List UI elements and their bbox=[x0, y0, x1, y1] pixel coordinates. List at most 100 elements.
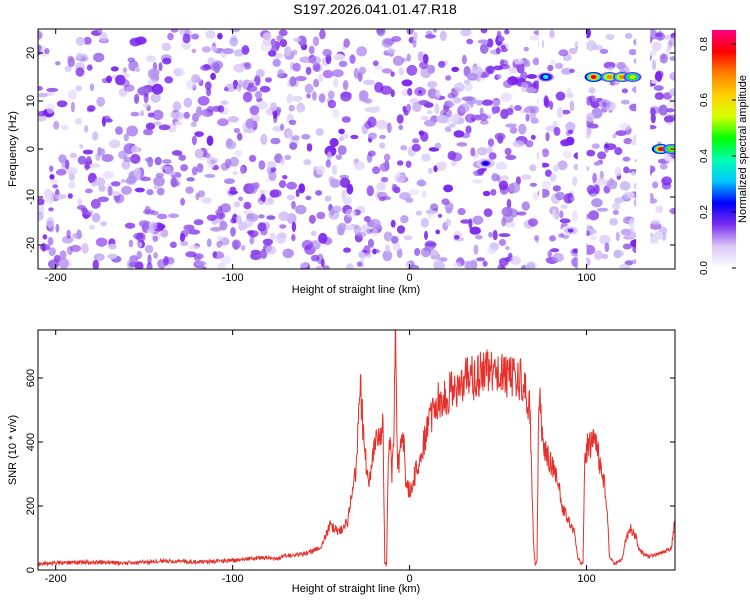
spectrogram-cell bbox=[650, 107, 656, 117]
spectrogram-cell bbox=[406, 103, 412, 113]
spectrogram-cell bbox=[266, 215, 276, 220]
spectrogram-cell bbox=[558, 49, 569, 57]
spectrogram-cell bbox=[310, 230, 317, 237]
spectrogram-cell bbox=[126, 175, 137, 184]
spectrogram-cell bbox=[390, 219, 396, 228]
spectrogram-cell bbox=[114, 193, 125, 204]
spectrogram-cell bbox=[383, 231, 393, 242]
spectrogram-cell bbox=[472, 215, 484, 225]
spectrogram-cell bbox=[547, 250, 552, 258]
spectrogram-cell bbox=[341, 116, 351, 123]
y-tick-label: 0 bbox=[25, 567, 37, 573]
spectrogram-cell bbox=[205, 30, 216, 39]
spectrogram-cell bbox=[382, 250, 393, 262]
spectrogram-hotspot bbox=[590, 75, 597, 79]
y-tick-label: 20 bbox=[25, 47, 37, 59]
spectrogram-cell bbox=[659, 163, 668, 170]
spectrogram-cell bbox=[509, 256, 522, 265]
spectrogram-cell bbox=[186, 177, 195, 182]
spectrogram-cell bbox=[616, 61, 626, 70]
spectrogram-cell bbox=[445, 218, 452, 227]
spectrogram-cell bbox=[420, 67, 432, 79]
spectrogram-cell bbox=[87, 105, 96, 112]
spectrogram-cell bbox=[64, 159, 70, 170]
spectrogram-cell bbox=[614, 166, 622, 177]
spectrogram-cell bbox=[233, 201, 241, 208]
spectrogram-cell bbox=[282, 248, 294, 259]
spectrogram-cell bbox=[391, 36, 402, 42]
spectrogram-cell bbox=[169, 241, 177, 249]
spectrogram-cell bbox=[416, 179, 427, 187]
spectrogram-cell bbox=[279, 224, 287, 229]
spectrogram-cell bbox=[216, 235, 224, 241]
spectrogram-cell bbox=[66, 167, 78, 175]
spectrogram-cell bbox=[437, 213, 443, 218]
spectrogram-cell bbox=[433, 259, 444, 269]
spectrogram-cell bbox=[144, 244, 154, 254]
spectrogram-cell bbox=[193, 254, 202, 262]
spectrogram-cell bbox=[160, 228, 169, 238]
spectrogram-cell bbox=[550, 59, 556, 66]
spectrogram-cell bbox=[241, 45, 250, 55]
spectrogram-cell bbox=[138, 220, 151, 228]
spectrogram-cell bbox=[95, 237, 108, 247]
spectrogram-cell bbox=[43, 188, 53, 198]
spectrogram-cell bbox=[240, 166, 246, 175]
spectrogram-cell bbox=[39, 244, 51, 251]
spectrogram-cell bbox=[148, 221, 159, 230]
spectrogram-cell bbox=[525, 113, 530, 122]
spectrogram-cell bbox=[48, 247, 56, 256]
spectrogram-cell bbox=[356, 46, 367, 57]
snr-series-line bbox=[38, 330, 675, 568]
spectrogram-cell bbox=[191, 33, 200, 40]
spectrogram-cell bbox=[212, 60, 224, 70]
spectrogram-cell bbox=[272, 58, 281, 67]
spectrogram-cell bbox=[587, 120, 593, 130]
spectrogram-cell bbox=[650, 220, 661, 225]
spectrogram-hotspot bbox=[542, 75, 549, 79]
spectrogram-cell bbox=[158, 62, 163, 71]
spectrogram-cell bbox=[495, 47, 501, 55]
spectrogram-cell bbox=[167, 213, 180, 218]
spectrogram-cell bbox=[243, 201, 252, 210]
spectrogram-cell bbox=[514, 105, 522, 111]
spectrogram-cell bbox=[494, 132, 506, 141]
spectrogram-cell bbox=[89, 163, 101, 168]
spectrogram-cell bbox=[206, 135, 214, 146]
spectrogram-cell bbox=[428, 167, 433, 174]
spectrogram-cell bbox=[260, 133, 268, 145]
spectrogram-cell bbox=[486, 38, 494, 48]
spectrogram-cell bbox=[426, 110, 433, 115]
spectrogram-cell bbox=[183, 111, 190, 119]
spectrogram-cell bbox=[529, 35, 541, 41]
spectrogram-cell bbox=[56, 100, 68, 108]
spectrogram-cell bbox=[434, 103, 440, 115]
spectrogram-cell bbox=[288, 119, 297, 126]
spectrogram-cell bbox=[75, 67, 85, 77]
spectrogram-cell bbox=[170, 29, 179, 33]
snr-x-ticks: -200 -100 0 100 bbox=[45, 330, 596, 585]
spectrogram-cell bbox=[411, 143, 421, 152]
spectrogram-cell bbox=[100, 221, 107, 227]
spectrogram-cell bbox=[380, 176, 389, 183]
spectrogram-cell bbox=[460, 29, 472, 37]
spectrogram-cell bbox=[615, 231, 620, 242]
spectrogram-cell bbox=[552, 164, 559, 172]
spectrogram-cell bbox=[408, 188, 420, 196]
spectrogram-cell bbox=[90, 198, 101, 209]
colorbar-tick-label: 0.4 bbox=[699, 149, 710, 163]
spectrogram-cell bbox=[96, 254, 103, 262]
spectrogram-cell bbox=[479, 119, 489, 125]
spectrogram-cell bbox=[148, 69, 159, 80]
spectrogram-cell bbox=[191, 74, 201, 83]
spectrogram-cell bbox=[172, 101, 182, 112]
spectrogram-cell bbox=[553, 126, 561, 136]
spectrogram-cell bbox=[72, 232, 83, 239]
spectrogram-cell bbox=[200, 64, 212, 71]
spectrogram-cell bbox=[505, 123, 517, 128]
spectrogram-cell bbox=[155, 172, 164, 178]
spectrogram-cell bbox=[356, 261, 363, 268]
spectrogram-cell bbox=[533, 235, 540, 241]
spectrogram-cell bbox=[327, 99, 337, 109]
spectrogram-cell bbox=[669, 36, 675, 47]
